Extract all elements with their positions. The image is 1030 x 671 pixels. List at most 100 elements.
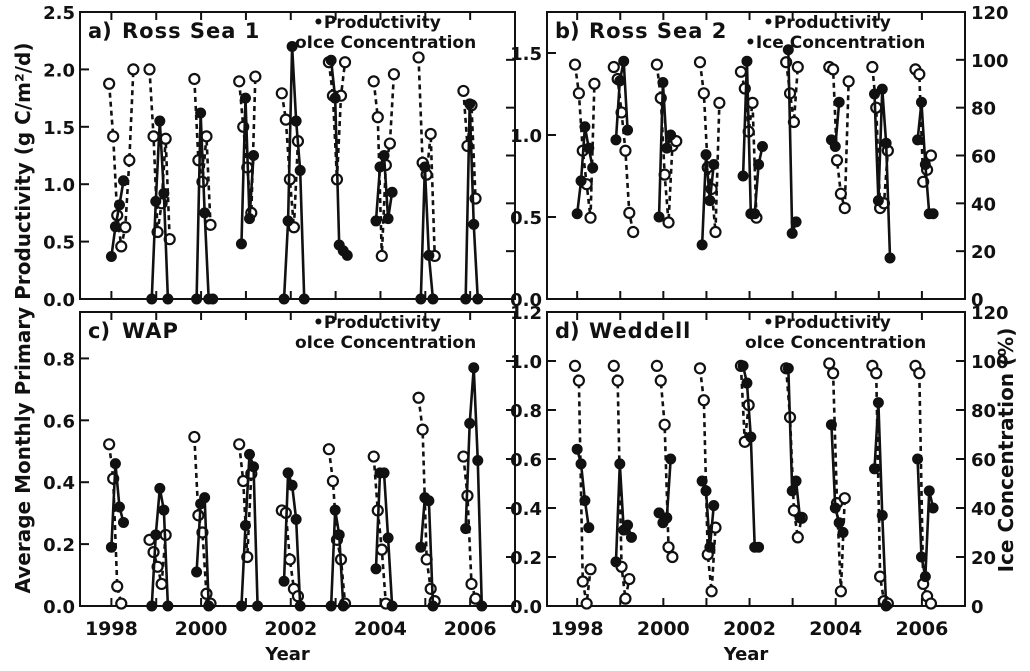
productivity-point — [786, 485, 798, 497]
productivity-point — [374, 161, 386, 173]
legend-entry-productivity: •Productivity — [763, 13, 891, 33]
panel-title: WAP — [122, 319, 179, 343]
ice-point — [412, 391, 425, 404]
productivity-series-line — [741, 365, 759, 549]
x-tick-label: 2006 — [444, 618, 497, 640]
productivity-point — [199, 207, 211, 219]
ice-point — [367, 75, 380, 88]
productivity-point — [571, 443, 583, 455]
productivity-point — [476, 600, 488, 612]
productivity-series-line — [110, 463, 125, 548]
ice-point — [913, 367, 926, 380]
productivity-point — [199, 492, 211, 504]
productivity-point — [880, 137, 892, 149]
ice-point — [924, 149, 938, 162]
ice-point — [387, 68, 401, 81]
productivity-point — [460, 523, 472, 535]
y-tick-label-left: 1.0 — [510, 126, 542, 147]
productivity-point — [468, 362, 480, 374]
productivity-point — [741, 55, 753, 67]
ice-point — [249, 70, 262, 83]
y-tick-label-right: 80 — [971, 99, 996, 120]
ice-point — [326, 474, 340, 488]
productivity-point — [912, 134, 924, 146]
productivity-point — [154, 482, 166, 494]
productivity-point — [235, 238, 247, 250]
ice-point — [709, 225, 722, 239]
productivity-point — [837, 527, 849, 538]
ice-point — [115, 597, 128, 610]
productivity-point — [614, 75, 626, 87]
productivity-series-line — [614, 60, 629, 141]
x-tick-label: 2000 — [637, 618, 690, 640]
x-tick-label: 2000 — [175, 618, 228, 640]
productivity-point — [118, 175, 129, 187]
y-tick-label-left: 1.0 — [43, 175, 75, 196]
panel-label: c) — [88, 319, 110, 343]
y-tick-label-left: 0.0 — [43, 597, 75, 618]
productivity-point — [829, 502, 841, 514]
productivity-point — [657, 77, 669, 89]
productivity-point — [610, 134, 622, 146]
ice-point — [588, 77, 601, 90]
productivity-series-line — [464, 367, 484, 607]
y-tick-label-right: 40 — [971, 499, 996, 520]
productivity-point — [239, 520, 251, 532]
panel-title: Weddell — [589, 319, 691, 343]
ice-point — [623, 572, 636, 586]
productivity-point — [571, 208, 583, 220]
panel-3: 0.0 0.2 0.4 0.6 0.8 1998 2000 2002 2004 2006 Year c… — [43, 311, 516, 665]
productivity-point — [919, 159, 931, 171]
productivity-point — [661, 142, 673, 154]
productivity-point — [415, 293, 427, 305]
productivity-point — [370, 215, 382, 227]
ice-point — [693, 362, 707, 375]
ice-point — [424, 127, 437, 141]
productivity-point — [109, 221, 121, 233]
productivity-point — [618, 55, 630, 67]
y-tick-label-left: 2.5 — [43, 3, 75, 24]
ice-point — [870, 367, 883, 380]
productivity-point — [665, 453, 677, 465]
ice-point — [192, 509, 205, 522]
ice-point — [204, 218, 217, 231]
productivity-point — [113, 199, 125, 211]
y-tick-label-left: 0.0 — [510, 597, 542, 618]
productivity-point — [625, 531, 637, 543]
legend-entry-ice: •Ice Concentration — [745, 33, 925, 53]
productivity-point — [337, 600, 349, 612]
productivity-point — [610, 556, 622, 568]
productivity-point — [333, 529, 345, 541]
x-axis-label: Year — [264, 644, 310, 665]
productivity-series-line — [240, 98, 255, 244]
productivity-point — [278, 293, 290, 305]
ice-point — [611, 374, 624, 387]
panel-2: 0.0 0.5 1.0 1.5 0 20 40 60 80 100 120 b) Ross Sea 2 •… — [510, 3, 1008, 311]
productivity-point — [869, 88, 881, 100]
productivity-point — [737, 360, 749, 372]
y-tick-label-left: 0.4 — [43, 473, 75, 494]
ice-point — [275, 87, 288, 100]
y-tick-label-right: 100 — [971, 51, 1009, 72]
ice-series-line — [784, 62, 800, 123]
ice-series-line — [372, 456, 388, 604]
y-tick-label-right: 0 — [971, 597, 984, 618]
ice-series-line — [698, 62, 721, 233]
y-tick-label-left: 0.0 — [43, 290, 75, 311]
ice-point — [924, 597, 938, 610]
productivity-point — [278, 575, 290, 587]
productivity-point — [423, 249, 435, 261]
ice-point — [412, 51, 425, 64]
productivity-point — [423, 495, 435, 507]
ice-point — [623, 206, 636, 219]
productivity-point — [872, 195, 884, 207]
productivity-point — [239, 92, 251, 104]
productivity-point — [753, 541, 765, 553]
productivity-point — [708, 500, 720, 512]
ice-point — [322, 443, 335, 456]
productivity-point — [286, 479, 298, 491]
y-tick-label-left: 0.2 — [43, 535, 75, 556]
ice-point — [103, 77, 116, 90]
productivity-point — [876, 83, 888, 95]
productivity-series-line — [419, 166, 435, 300]
